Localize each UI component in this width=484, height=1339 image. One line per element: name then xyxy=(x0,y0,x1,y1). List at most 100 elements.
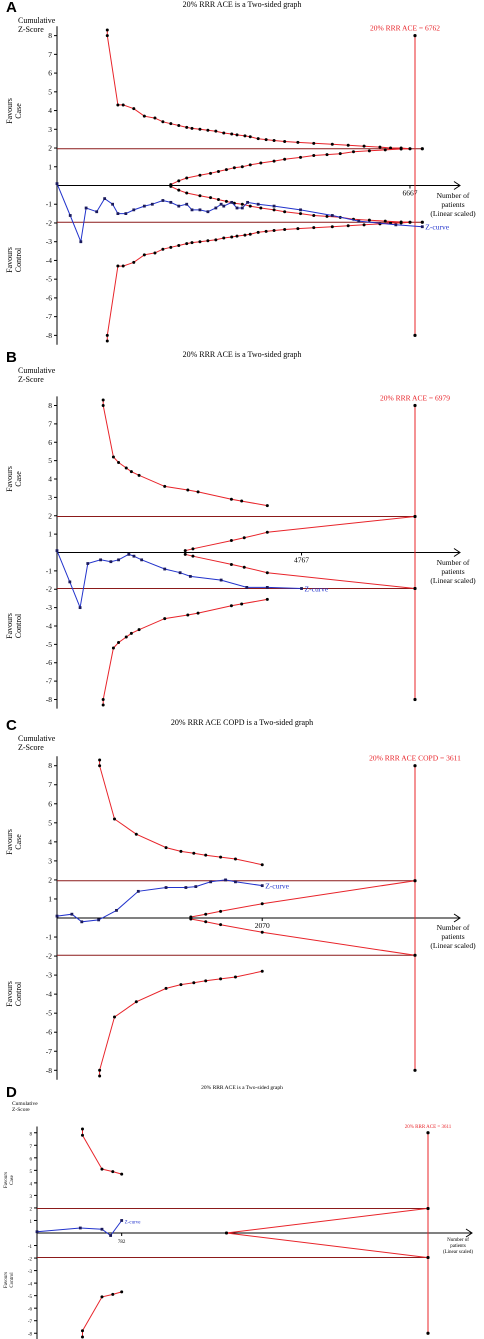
lower-monitoring-boundary-point xyxy=(120,1290,124,1294)
lower-monitoring-boundary-point xyxy=(179,983,183,987)
lower-futility-boundary-point xyxy=(272,208,276,212)
lower-monitoring-boundary-point xyxy=(163,617,167,621)
lower-futility-boundary-point xyxy=(177,188,181,192)
y-tick-label: -4 xyxy=(46,990,52,999)
lower-monitoring-boundary-point xyxy=(100,1295,104,1299)
upper-monitoring-boundary-point xyxy=(260,863,264,867)
z-curve-point xyxy=(127,552,131,556)
z-curve-point xyxy=(300,587,303,590)
y-tick-label: 4 xyxy=(48,106,52,115)
y-tick-label: -3 xyxy=(46,237,52,246)
lower-monitoring-boundary-point xyxy=(243,233,247,237)
conventional-boundary-end-point xyxy=(420,220,424,224)
lower-futility-boundary-point xyxy=(216,198,220,202)
upper-monitoring-boundary-point xyxy=(113,817,117,821)
lower-futility-boundary-point xyxy=(224,1231,228,1235)
lower-futility-boundary-point xyxy=(209,196,213,200)
z-curve-point xyxy=(68,580,72,584)
lower-futility-boundary-point xyxy=(259,206,263,210)
panel-letter: D xyxy=(6,1084,17,1101)
upper-monitoring-boundary-point xyxy=(98,758,102,762)
upper-monitoring-boundary-point xyxy=(101,398,105,402)
x-axis-label: Number of patients (Linear scaled) xyxy=(418,558,484,585)
lower-futility-boundary-point xyxy=(242,565,246,569)
upper-futility-boundary-point xyxy=(219,909,223,913)
upper-futility-boundary-point xyxy=(224,168,228,172)
upper-monitoring-boundary-point xyxy=(240,499,244,503)
y-tick-label: -5 xyxy=(28,1295,33,1300)
z-curve-label: Z-curve xyxy=(265,882,289,891)
z-curve-point xyxy=(246,200,249,204)
y-tick-label: 5 xyxy=(48,456,52,465)
upper-futility-boundary-point xyxy=(351,150,355,154)
panel-letter: C xyxy=(6,717,17,734)
upper-monitoring-boundary-point xyxy=(116,103,120,107)
lower-futility-boundary-point xyxy=(413,587,417,591)
lower-monitoring-boundary-point xyxy=(116,264,120,268)
favours-control-line: Favours xyxy=(5,613,14,639)
y-tick-label: -4 xyxy=(28,1283,33,1288)
z-curve-point xyxy=(164,886,168,889)
y-tick-label: -5 xyxy=(46,275,52,284)
y-tick-label: -8 xyxy=(28,1333,33,1338)
lower-futility-boundary-point xyxy=(408,220,412,224)
z-curve-point xyxy=(206,210,210,214)
y-tick-label: 4 xyxy=(48,475,52,484)
upper-monitoring-boundary-line xyxy=(102,400,268,507)
lower-futility-boundary-point xyxy=(367,218,371,222)
favours-case-line: Case xyxy=(10,1175,15,1185)
upper-monitoring-boundary-point xyxy=(177,124,181,128)
z-curve-point xyxy=(132,554,136,558)
ris-line-end-point xyxy=(413,333,417,337)
lower-futility-boundary-point xyxy=(198,194,202,198)
y-axis-label: Cumulative Z-Score xyxy=(18,16,55,34)
upper-futility-boundary-point xyxy=(265,530,269,534)
upper-monitoring-boundary-point xyxy=(134,832,138,836)
y-tick-label: -6 xyxy=(46,293,52,302)
y-axis-label-line: Cumulative xyxy=(18,734,56,743)
upper-monitoring-boundary-point xyxy=(222,131,226,135)
chart-svg: 8 7 6 5 4 3 2 1 -1 -2 -3 -4 -5 -6 -7 -8 2070 20% RRR ACE … xyxy=(46,754,461,1080)
upper-monitoring-boundary-point xyxy=(98,764,102,768)
lower-monitoring-boundary-point xyxy=(169,245,173,249)
lower-monitoring-boundary-point xyxy=(101,697,105,701)
upper-monitoring-boundary-point xyxy=(219,855,223,859)
y-axis-label: Cumulative Z-Score xyxy=(18,366,55,384)
chart-title: 20% RRR ACE is a Two-sided graph xyxy=(182,350,302,359)
x-axis-label: Number of patients (Linear scaled) xyxy=(434,1238,482,1256)
lower-monitoring-boundary-point xyxy=(124,635,128,639)
ris-line-end-point xyxy=(426,1331,430,1335)
z-curve-point xyxy=(78,606,82,610)
y-tick-label: 1 xyxy=(48,162,52,171)
chart-svg: 8 7 6 5 4 3 2 1 -1 -2 -3 -4 -5 -6 -7 -8 6667 20% RRR ACE … xyxy=(46,24,461,345)
y-tick-label: -3 xyxy=(28,1270,33,1275)
y-tick-label: -1 xyxy=(46,933,52,942)
upper-monitoring-boundary-point xyxy=(137,473,141,477)
y-tick-label: -5 xyxy=(46,640,52,649)
lower-futility-boundary-point xyxy=(185,191,189,195)
upper-futility-boundary-point xyxy=(259,161,263,165)
z-curve-point xyxy=(35,1230,39,1234)
lower-monitoring-boundary-point xyxy=(111,646,115,650)
z-curve-point xyxy=(330,214,334,217)
upper-monitoring-boundary-point xyxy=(185,125,189,129)
lower-futility-boundary-point xyxy=(325,214,329,218)
lower-futility-boundary-point xyxy=(219,923,223,927)
upper-futility-boundary-line xyxy=(226,1207,429,1234)
upper-futility-boundary-point xyxy=(325,153,329,157)
panel-c: C 20% RRR ACE COPD is a Two-sided graph Cu… xyxy=(0,717,484,1080)
upper-futility-boundary-point xyxy=(177,179,181,183)
favours-case-label: Favours Case xyxy=(5,91,23,131)
z-curve-point xyxy=(272,204,276,208)
z-curve-point xyxy=(55,549,59,553)
y-tick-label: -2 xyxy=(46,585,52,594)
upper-monitoring-boundary-point xyxy=(100,1167,104,1171)
lower-monitoring-boundary-point xyxy=(186,613,190,617)
upper-monitoring-boundary-point xyxy=(190,126,194,130)
lower-monitoring-boundary-line xyxy=(99,970,263,1076)
lower-monitoring-boundary-point xyxy=(117,641,121,645)
upper-monitoring-boundary-point xyxy=(186,488,190,492)
ris-line-end-point xyxy=(413,697,417,702)
y-tick-label: 8 xyxy=(30,1132,33,1137)
x-axis-label-line: (Linear scaled) xyxy=(442,1250,474,1255)
